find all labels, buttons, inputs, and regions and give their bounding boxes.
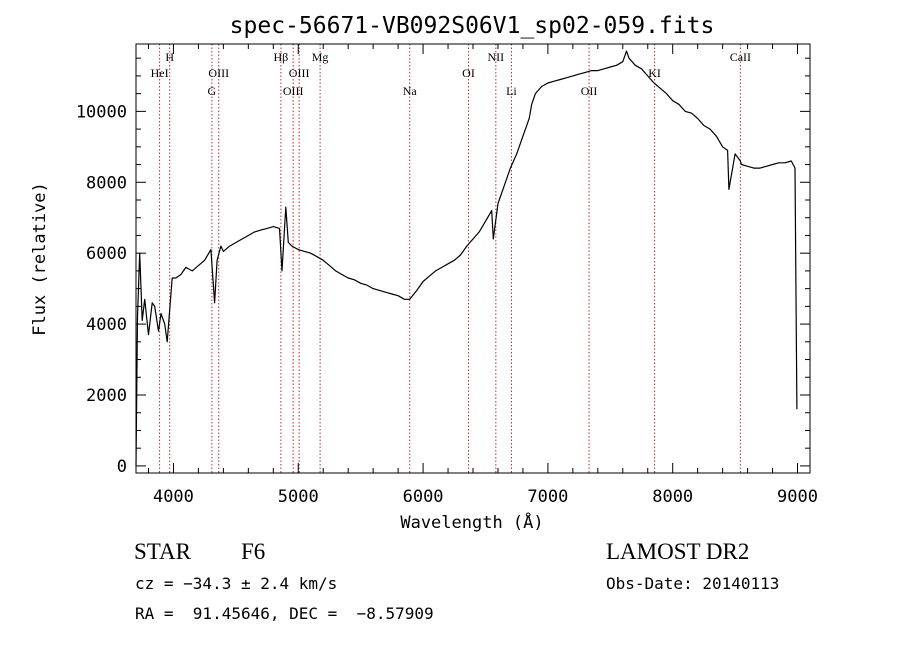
x-tick-label: 8000 bbox=[652, 487, 693, 507]
spectral-line-label: Hβ bbox=[274, 50, 289, 64]
spectral-line-label: CaII bbox=[730, 50, 751, 64]
y-tick-label: 10000 bbox=[76, 102, 127, 122]
spectral-line-label: Mg bbox=[312, 50, 329, 64]
survey-name: LAMOST DR2 bbox=[606, 539, 750, 564]
flux-series bbox=[135, 50, 798, 466]
y-axis-ticks: 0 2000 4000 6000 8000 10000 bbox=[76, 57, 810, 477]
y-tick-label: 6000 bbox=[86, 244, 127, 264]
y-tick-label: 0 bbox=[117, 457, 127, 477]
spectral-line-label: NII bbox=[488, 50, 505, 64]
spectral-line-label: Na bbox=[403, 84, 418, 98]
y-axis-label: Flux (relative) bbox=[30, 182, 50, 336]
spectral-line-label: Li bbox=[506, 84, 517, 98]
x-tick-label: 9000 bbox=[777, 487, 818, 507]
object-subclass: F6 bbox=[241, 539, 266, 564]
x-tick-label: 7000 bbox=[527, 487, 568, 507]
y-tick-label: 8000 bbox=[86, 173, 127, 193]
spectral-line-label: OIII bbox=[208, 66, 229, 80]
spectral-line-label: OII bbox=[581, 84, 598, 98]
coordinates-text: RA = 91.45646, DEC = −8.57909 bbox=[135, 604, 434, 623]
y-tick-label: 4000 bbox=[86, 315, 127, 335]
chart-title: spec-56671-VB092S06V1_sp02-059.fits bbox=[230, 13, 715, 39]
redshift-text: cz = −34.3 ± 2.4 km/s bbox=[135, 574, 338, 593]
spectral-line-label: G bbox=[208, 84, 217, 98]
object-class: STAR bbox=[134, 539, 191, 564]
y-tick-label: 2000 bbox=[86, 386, 127, 406]
x-tick-label: 6000 bbox=[403, 487, 444, 507]
spectral-line-label: HeI bbox=[151, 66, 169, 80]
spectral-line-label: OI bbox=[462, 66, 475, 80]
spectral-line-label: KI bbox=[648, 66, 661, 80]
x-tick-label: 4000 bbox=[153, 487, 194, 507]
spectral-line-label: OIII bbox=[289, 66, 310, 80]
x-axis-ticks: 4000 5000 6000 7000 8000 9000 bbox=[147, 44, 818, 507]
spectral-line-label: OIII bbox=[283, 84, 304, 98]
flux-line bbox=[135, 50, 798, 466]
plot-frame bbox=[135, 43, 811, 474]
x-tick-label: 5000 bbox=[278, 487, 319, 507]
x-axis-label: Wavelength (Å) bbox=[400, 511, 543, 533]
obs-date: Obs-Date: 20140113 bbox=[606, 574, 780, 593]
spectral-line-label: H bbox=[165, 50, 174, 64]
